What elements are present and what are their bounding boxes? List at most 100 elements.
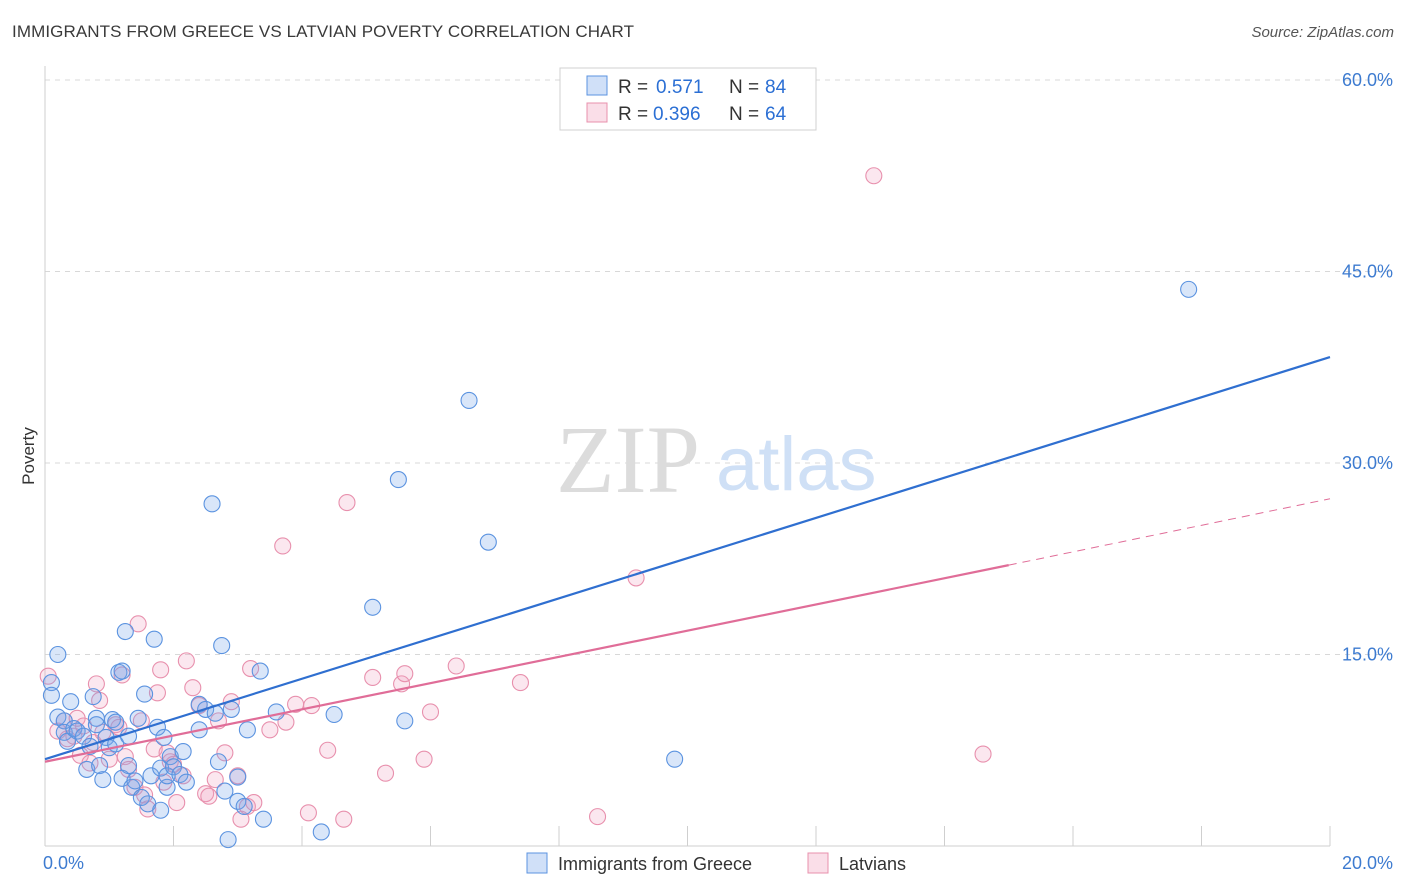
point-latvians xyxy=(113,666,131,684)
point-greece xyxy=(136,685,154,703)
legend-swatch-blue xyxy=(586,75,608,96)
point-latvians xyxy=(865,167,883,185)
legend-n-value-1: 84 xyxy=(765,77,787,98)
legend-r-value-1: 0.571 xyxy=(656,77,704,98)
point-latvians xyxy=(338,494,356,512)
point-greece xyxy=(1180,280,1198,298)
point-greece xyxy=(158,767,176,785)
point-latvians xyxy=(421,703,440,721)
point-greece xyxy=(42,686,60,704)
point-greece xyxy=(222,700,240,718)
point-greece xyxy=(251,662,269,680)
point-greece xyxy=(116,622,134,641)
y-tick-label: 30.0% xyxy=(1342,453,1393,473)
point-latvians xyxy=(148,684,166,702)
point-greece xyxy=(396,712,414,730)
point-greece xyxy=(84,688,102,706)
trend-lines xyxy=(44,355,1331,763)
trend-line-greece xyxy=(44,355,1331,761)
point-greece xyxy=(174,742,192,761)
point-greece xyxy=(94,771,112,789)
point-greece xyxy=(312,823,330,841)
point-greece xyxy=(238,721,256,739)
watermark: ZIP atlas xyxy=(556,406,877,513)
point-latvians xyxy=(184,679,202,697)
tick-labels: 15.0% 30.0% 45.0% 60.0% 0.0% 20.0% xyxy=(43,70,1393,873)
x-tick-label: 0.0% xyxy=(43,853,84,873)
point-greece xyxy=(62,693,80,711)
point-greece xyxy=(203,495,221,513)
point-greece xyxy=(219,831,237,849)
point-latvians xyxy=(396,665,414,683)
chart-title: IMMIGRANTS FROM GREECE VS LATVIAN POVERT… xyxy=(12,22,635,41)
legend-swatch-pink xyxy=(586,102,608,123)
y-axis-title: Poverty xyxy=(19,427,38,485)
trend-line-latvians xyxy=(44,564,1009,763)
point-greece xyxy=(325,705,343,724)
grid-lines xyxy=(45,79,1395,655)
point-greece xyxy=(55,723,73,741)
point-latvians xyxy=(511,674,530,692)
point-greece xyxy=(78,760,96,778)
legend-n-label-2: N = xyxy=(729,104,759,125)
point-latvians xyxy=(197,785,215,803)
point-greece xyxy=(103,711,122,729)
point-greece xyxy=(229,768,247,786)
point-greece xyxy=(161,748,179,766)
point-greece xyxy=(145,630,163,648)
point-greece xyxy=(209,753,228,771)
point-greece xyxy=(216,782,234,800)
point-latvians xyxy=(129,615,147,633)
point-greece xyxy=(75,727,93,745)
point-greece xyxy=(364,598,382,616)
point-greece xyxy=(152,801,170,819)
point-greece xyxy=(132,788,150,807)
source-credit: Source: ZipAtlas.com xyxy=(1251,24,1394,41)
point-greece xyxy=(177,773,195,791)
point-latvians xyxy=(136,786,154,804)
point-latvians xyxy=(206,771,224,789)
bottom-legend-label-greece: Immigrants from Greece xyxy=(558,854,752,874)
bottom-legend: Immigrants from Greece Latvians xyxy=(526,852,906,874)
bottom-legend-swatch-latvians xyxy=(807,852,829,874)
point-latvians xyxy=(415,750,433,768)
point-latvians xyxy=(161,753,179,771)
legend-n-value-2: 64 xyxy=(765,104,787,125)
point-latvians xyxy=(376,764,395,782)
point-latvians xyxy=(974,745,992,763)
point-latvians xyxy=(447,657,465,675)
point-greece xyxy=(666,750,684,768)
point-greece xyxy=(49,645,67,664)
point-latvians xyxy=(116,748,134,766)
watermark-zip: ZIP xyxy=(556,406,700,513)
axes xyxy=(44,66,1331,847)
point-latvians xyxy=(216,744,234,762)
series-latvians-points xyxy=(39,167,992,828)
point-greece xyxy=(389,471,407,489)
point-latvians xyxy=(299,804,317,822)
point-latvians xyxy=(364,668,382,687)
point-latvians xyxy=(242,659,260,678)
legend-n-label-1: N = xyxy=(729,77,759,98)
y-tick-label: 15.0% xyxy=(1342,645,1393,665)
point-latvians xyxy=(87,675,105,693)
point-greece xyxy=(81,737,99,755)
point-greece xyxy=(129,709,147,727)
point-greece xyxy=(119,757,138,775)
bottom-legend-label-latvians: Latvians xyxy=(839,854,906,874)
point-latvians xyxy=(261,721,279,739)
point-greece xyxy=(479,533,497,551)
bottom-legend-swatch-greece xyxy=(526,852,548,874)
point-latvians xyxy=(335,810,353,828)
point-greece xyxy=(267,703,285,721)
point-greece xyxy=(42,674,60,692)
point-latvians xyxy=(319,741,337,759)
y-tick-label: 60.0% xyxy=(1342,70,1393,90)
point-latvians xyxy=(200,787,218,805)
point-greece xyxy=(87,716,105,734)
y-tick-label: 45.0% xyxy=(1342,262,1393,282)
trend-line-latvians-extension xyxy=(1008,498,1331,566)
point-greece xyxy=(254,810,273,828)
point-greece xyxy=(126,772,144,790)
